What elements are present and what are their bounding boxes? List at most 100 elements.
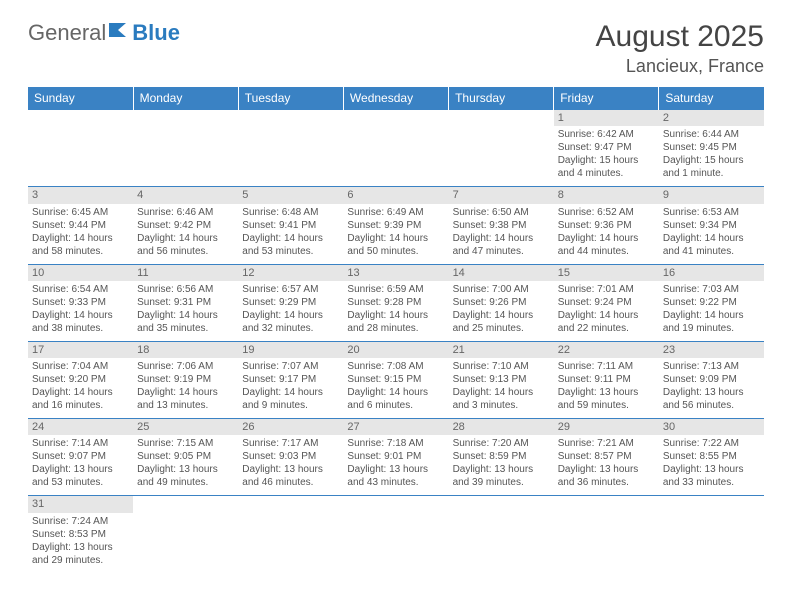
- day-info-line: Sunrise: 7:07 AM: [242, 360, 339, 373]
- calendar-day-cell: [449, 110, 554, 187]
- day-info-line: Daylight: 15 hours: [558, 154, 655, 167]
- day-number: 10: [28, 265, 133, 281]
- day-info-line: Daylight: 13 hours: [32, 541, 129, 554]
- day-info-line: Sunrise: 7:04 AM: [32, 360, 129, 373]
- calendar-day-cell: [343, 496, 448, 573]
- day-info-line: Sunrise: 7:24 AM: [32, 515, 129, 528]
- day-info-line: Sunrise: 7:22 AM: [663, 437, 760, 450]
- day-info-line: Daylight: 14 hours: [663, 232, 760, 245]
- day-number: 9: [659, 187, 764, 203]
- calendar-day-cell: 25Sunrise: 7:15 AMSunset: 9:05 PMDayligh…: [133, 419, 238, 496]
- calendar-day-cell: 5Sunrise: 6:48 AMSunset: 9:41 PMDaylight…: [238, 187, 343, 264]
- day-number: 28: [449, 419, 554, 435]
- day-info-line: Sunset: 8:57 PM: [558, 450, 655, 463]
- day-info-line: and 25 minutes.: [453, 322, 550, 335]
- day-number: 12: [238, 265, 343, 281]
- day-info-line: Sunset: 9:36 PM: [558, 219, 655, 232]
- calendar-day-cell: 6Sunrise: 6:49 AMSunset: 9:39 PMDaylight…: [343, 187, 448, 264]
- day-number: 30: [659, 419, 764, 435]
- day-info-line: Sunrise: 7:20 AM: [453, 437, 550, 450]
- day-info-line: and 32 minutes.: [242, 322, 339, 335]
- calendar-day-cell: 23Sunrise: 7:13 AMSunset: 9:09 PMDayligh…: [659, 341, 764, 418]
- calendar-week-row: 31Sunrise: 7:24 AMSunset: 8:53 PMDayligh…: [28, 496, 764, 573]
- day-info-line: Sunrise: 7:21 AM: [558, 437, 655, 450]
- day-info-line: and 53 minutes.: [242, 245, 339, 258]
- day-info-line: Sunset: 8:59 PM: [453, 450, 550, 463]
- day-info-line: Sunrise: 6:46 AM: [137, 206, 234, 219]
- calendar-day-cell: 16Sunrise: 7:03 AMSunset: 9:22 PMDayligh…: [659, 264, 764, 341]
- calendar-day-cell: 8Sunrise: 6:52 AMSunset: 9:36 PMDaylight…: [554, 187, 659, 264]
- day-info-line: Sunset: 9:39 PM: [347, 219, 444, 232]
- logo-flag-icon: [108, 21, 130, 39]
- day-info-line: and 56 minutes.: [663, 399, 760, 412]
- day-info-line: Sunset: 9:15 PM: [347, 373, 444, 386]
- day-info-line: Sunrise: 7:14 AM: [32, 437, 129, 450]
- day-info-line: and 43 minutes.: [347, 476, 444, 489]
- calendar-day-cell: [133, 110, 238, 187]
- day-info-line: Daylight: 14 hours: [347, 309, 444, 322]
- day-info-line: and 59 minutes.: [558, 399, 655, 412]
- calendar-day-cell: 9Sunrise: 6:53 AMSunset: 9:34 PMDaylight…: [659, 187, 764, 264]
- calendar-week-row: 3Sunrise: 6:45 AMSunset: 9:44 PMDaylight…: [28, 187, 764, 264]
- day-info-line: Daylight: 13 hours: [453, 463, 550, 476]
- day-info-line: Sunset: 9:29 PM: [242, 296, 339, 309]
- day-info-line: and 3 minutes.: [453, 399, 550, 412]
- calendar-day-cell: 18Sunrise: 7:06 AMSunset: 9:19 PMDayligh…: [133, 341, 238, 418]
- day-info-line: Daylight: 14 hours: [32, 309, 129, 322]
- day-number: 21: [449, 342, 554, 358]
- day-number: 1: [554, 110, 659, 126]
- day-info-line: Sunrise: 6:48 AM: [242, 206, 339, 219]
- calendar-day-cell: [343, 110, 448, 187]
- day-info-line: Sunset: 9:11 PM: [558, 373, 655, 386]
- day-number: [133, 110, 238, 112]
- day-number: 13: [343, 265, 448, 281]
- calendar-day-cell: 20Sunrise: 7:08 AMSunset: 9:15 PMDayligh…: [343, 341, 448, 418]
- day-info-line: and 9 minutes.: [242, 399, 339, 412]
- day-header: Friday: [554, 87, 659, 110]
- day-info-line: Sunset: 9:05 PM: [137, 450, 234, 463]
- day-info-line: and 16 minutes.: [32, 399, 129, 412]
- day-number: 14: [449, 265, 554, 281]
- day-info-line: Sunrise: 7:10 AM: [453, 360, 550, 373]
- day-number: 2: [659, 110, 764, 126]
- calendar-day-cell: 27Sunrise: 7:18 AMSunset: 9:01 PMDayligh…: [343, 419, 448, 496]
- calendar-day-cell: [238, 110, 343, 187]
- day-info-line: Sunrise: 6:53 AM: [663, 206, 760, 219]
- calendar-day-cell: 3Sunrise: 6:45 AMSunset: 9:44 PMDaylight…: [28, 187, 133, 264]
- day-number: [238, 110, 343, 112]
- day-info-line: Sunrise: 6:54 AM: [32, 283, 129, 296]
- day-info-line: Sunrise: 6:59 AM: [347, 283, 444, 296]
- day-info-line: Sunset: 9:26 PM: [453, 296, 550, 309]
- day-info-line: Sunset: 9:41 PM: [242, 219, 339, 232]
- day-info-line: Sunset: 9:20 PM: [32, 373, 129, 386]
- day-info-line: and 4 minutes.: [558, 167, 655, 180]
- day-info-line: Daylight: 14 hours: [558, 232, 655, 245]
- calendar-day-cell: 2Sunrise: 6:44 AMSunset: 9:45 PMDaylight…: [659, 110, 764, 187]
- day-info-line: and 49 minutes.: [137, 476, 234, 489]
- day-info-line: Daylight: 13 hours: [558, 386, 655, 399]
- calendar-day-cell: 26Sunrise: 7:17 AMSunset: 9:03 PMDayligh…: [238, 419, 343, 496]
- day-info-line: Sunset: 9:24 PM: [558, 296, 655, 309]
- calendar-day-cell: 24Sunrise: 7:14 AMSunset: 9:07 PMDayligh…: [28, 419, 133, 496]
- day-info-line: and 50 minutes.: [347, 245, 444, 258]
- day-info-line: Daylight: 14 hours: [347, 386, 444, 399]
- day-info-line: and 22 minutes.: [558, 322, 655, 335]
- day-header: Thursday: [449, 87, 554, 110]
- day-info-line: Sunrise: 6:44 AM: [663, 128, 760, 141]
- day-info-line: Daylight: 13 hours: [32, 463, 129, 476]
- day-number: [133, 496, 238, 498]
- day-number: 26: [238, 419, 343, 435]
- day-info-line: Daylight: 15 hours: [663, 154, 760, 167]
- day-number: 22: [554, 342, 659, 358]
- page-title: August 2025: [596, 20, 764, 54]
- logo-text-1: General: [28, 20, 106, 46]
- calendar-day-cell: 15Sunrise: 7:01 AMSunset: 9:24 PMDayligh…: [554, 264, 659, 341]
- day-info-line: Sunset: 9:03 PM: [242, 450, 339, 463]
- day-info-line: Sunset: 9:33 PM: [32, 296, 129, 309]
- day-number: [343, 496, 448, 498]
- calendar-day-cell: 21Sunrise: 7:10 AMSunset: 9:13 PMDayligh…: [449, 341, 554, 418]
- day-info-line: and 56 minutes.: [137, 245, 234, 258]
- logo-text-2: Blue: [132, 20, 180, 46]
- calendar-day-cell: 10 Sunrise: 6:54 AMSunset: 9:33 PMDayligh…: [28, 264, 133, 341]
- day-info-line: Daylight: 14 hours: [663, 309, 760, 322]
